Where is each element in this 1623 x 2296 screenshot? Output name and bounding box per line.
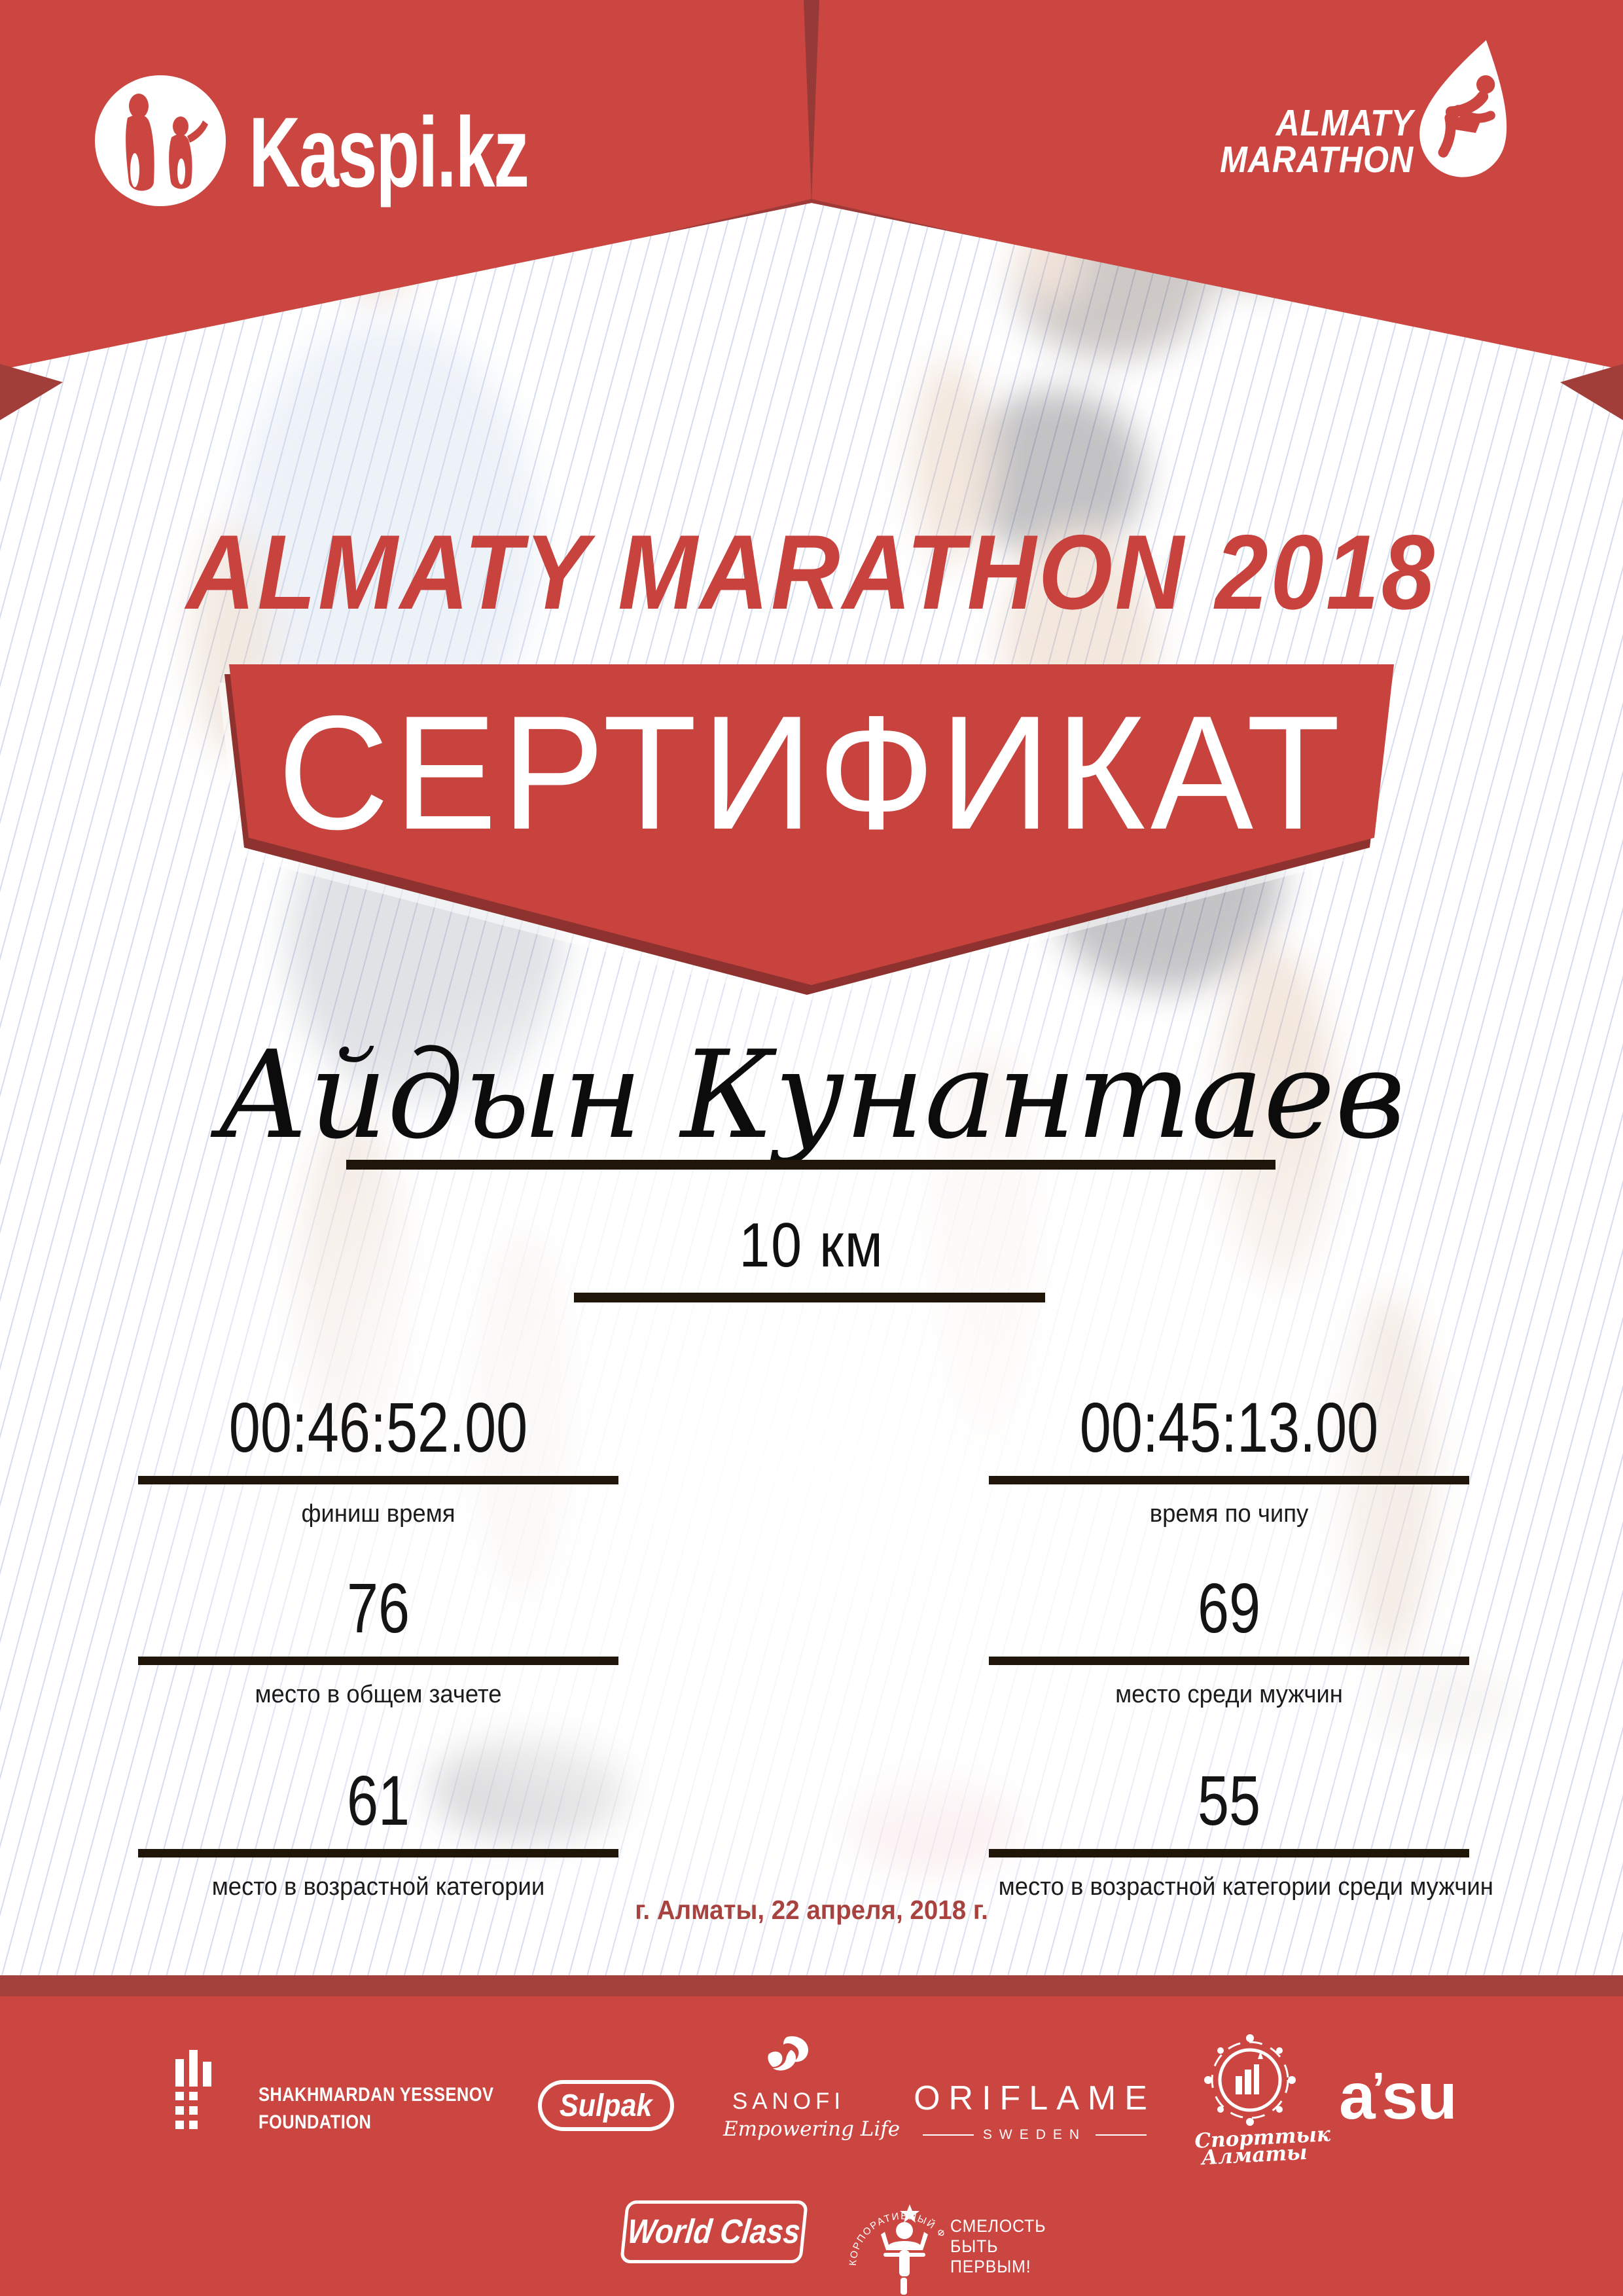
stat-value: 61: [346, 1761, 410, 1840]
sulpak-wordmark: Sulpak: [560, 2088, 652, 2123]
fund-slogan-line1: СМЕЛОСТЬ: [950, 2216, 1046, 2236]
ribbon-face: [229, 664, 1394, 985]
sanofi-tagline: Empowering Life: [723, 2117, 901, 2141]
fund-emblem: КОРПОРАТИВНЫЙ ФОНД: [844, 2179, 947, 2295]
sporttyk-almaty-label: Спорттык Алматы: [1194, 2123, 1331, 2170]
stat-label: время по чипу: [1149, 1500, 1309, 1528]
sponsor-footer: SHAKHMARDAN YESSENOV FOUNDATION Sulpak S…: [0, 1996, 1623, 2296]
stat-label: место среди мужчин: [1115, 1681, 1343, 1708]
sanofi-wordmark: SANOFI: [732, 2089, 846, 2114]
participant-name: Айдын Кунантаев: [217, 1024, 1406, 1166]
kaspi-logo: Kaspi.kz: [92, 72, 602, 229]
asu-su: su: [1382, 2060, 1457, 2133]
kaspi-logo-icon: [95, 75, 226, 206]
sanofi-bird-icon: [768, 2036, 808, 2071]
asu-logo: a’su: [1339, 2059, 1457, 2134]
fund-slogan: СМЕЛОСТЬ БЫТЬ ПЕРВЫМ!: [950, 2216, 1046, 2277]
oriflame-logo: ORIFLAME SWEDEN: [914, 2079, 1156, 2143]
almaty-marathon-logo-icon: [1419, 40, 1507, 177]
race-distance: 10 км: [739, 1210, 884, 1280]
sporttyk-line2: Алматы: [1200, 2140, 1308, 2170]
sporttyk-almaty-logo: Спорттык Алматы: [1194, 2033, 1331, 2170]
stat-value: 69: [1197, 1568, 1261, 1647]
world-class-logo: World Class: [619, 2200, 809, 2263]
event-title: ALMATY MARATHON 2018: [186, 513, 1437, 632]
stat-place-among-men: 69 место среди мужчин: [989, 1551, 1469, 1709]
asu-apostrophe: ’: [1372, 2063, 1385, 2114]
stat-value: 76: [346, 1568, 410, 1647]
stat-finish-time: 00:46:52.00 финиш время: [138, 1370, 618, 1528]
yessenov-foundation-icon: [175, 2050, 211, 2129]
almaty-marathon-logo-text: ALMATY MARATHON: [1149, 102, 1414, 181]
stat-underline: [138, 1657, 618, 1665]
fund-slogan-line3: ПЕРВЫМ!: [950, 2257, 1031, 2276]
yessenov-line2: FOUNDATION: [259, 2111, 372, 2133]
sporttyk-almaty-crest: [1204, 2034, 1296, 2126]
oriflame-wordmark: ORIFLAME: [914, 2079, 1156, 2117]
stat-underline: [138, 1476, 618, 1484]
event-date: г. Алматы, 22 апреля, 2018 г.: [635, 1895, 988, 1925]
stat-value: 00:45:13.00: [1079, 1388, 1379, 1467]
race-distance-underline: [574, 1293, 1045, 1302]
stat-age-category-place-men: 55 место в возрастной категории среди му…: [989, 1743, 1493, 1901]
oriflame-sweden-row: SWEDEN: [914, 2127, 1156, 2143]
participant-name-underline: [346, 1160, 1275, 1170]
fund-slogan-line2: БЫТЬ: [950, 2236, 999, 2256]
stat-value: 00:46:52.00: [228, 1388, 528, 1467]
almaty-marathon-logo-line1: ALMATY: [1275, 102, 1414, 144]
yessenov-foundation-label: SHAKHMARDAN YESSENOV FOUNDATION: [259, 2081, 493, 2136]
yessenov-line1: SHAKHMARDAN YESSENOV: [259, 2084, 494, 2106]
stat-label: место в возрастной категории среди мужчи…: [998, 1873, 1493, 1901]
certificate-heading: СЕРТИФИКАТ: [277, 681, 1346, 863]
stat-chip-time: 00:45:13.00 время по чипу: [989, 1370, 1469, 1528]
stat-underline: [989, 1657, 1469, 1665]
stat-underline: [138, 1849, 618, 1857]
stat-overall-place: 76 место в общем зачете: [138, 1551, 618, 1709]
footer-divider-bar: [0, 1975, 1623, 1996]
stat-underline: [989, 1849, 1469, 1857]
stat-label: финиш время: [301, 1500, 455, 1528]
stat-age-category-place: 61 место в возрастной категории: [138, 1743, 618, 1901]
stat-label: место в возрастной категории: [211, 1873, 545, 1901]
certificate-ribbon: [219, 664, 1394, 1003]
oriflame-rule-left: [922, 2134, 974, 2136]
sanofi-logo: SANOFI Empowering Life: [723, 2036, 901, 2141]
sulpak-logo: Sulpak: [538, 2080, 674, 2131]
stat-underline: [989, 1476, 1469, 1484]
content-glow: [98, 936, 1525, 1983]
stat-label: место в общем зачете: [255, 1681, 502, 1708]
kaspi-logo-wordmark: Kaspi.kz: [249, 97, 529, 208]
almaty-marathon-logo-line2: MARATHON: [1220, 139, 1414, 181]
stat-value: 55: [1197, 1761, 1261, 1840]
oriflame-rule-right: [1096, 2134, 1147, 2136]
asu-a: a: [1339, 2060, 1376, 2133]
world-class-wordmark: World Class: [626, 2213, 802, 2251]
oriflame-country: SWEDEN: [982, 2127, 1087, 2142]
